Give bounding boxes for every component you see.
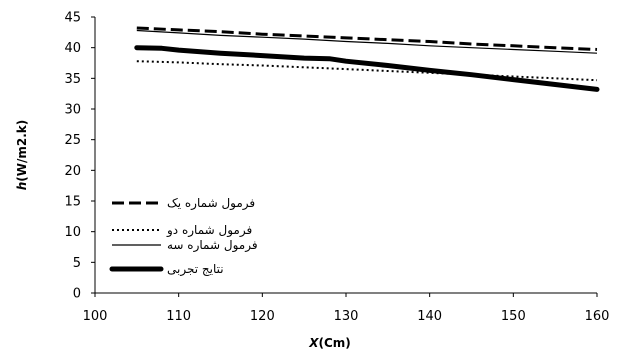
x-tick-label-0: 100 <box>83 309 108 324</box>
y-tick-label-5: 25 <box>64 133 81 148</box>
plot-area <box>134 26 600 92</box>
legend-label-1: فرمول شماره یک <box>167 196 255 211</box>
legend-label-3: فرمول شماره سه <box>167 238 258 253</box>
x-tick-label-5: 150 <box>501 309 526 324</box>
y-tick-label-3: 15 <box>64 195 81 210</box>
series-line-2 <box>136 60 598 82</box>
y-axis-title-variable: h <box>15 182 29 191</box>
y-tick-label-8: 40 <box>64 41 81 56</box>
y-axis-title: h(W/m2.k) <box>15 120 29 191</box>
legend-label-4: نتایج تجربی <box>167 262 224 277</box>
y-tick-label-0: 0 <box>73 287 81 302</box>
x-axis-title: X(Cm) <box>308 336 351 350</box>
x-tick-label-2: 120 <box>250 309 275 324</box>
y-tick-label-1: 5 <box>73 256 81 271</box>
x-axis-title-unit: (Cm) <box>318 336 350 350</box>
legend-label-2: فرمول شماره دو <box>166 223 252 238</box>
x-tick-label-6: 160 <box>585 309 610 324</box>
y-tick-label-2: 10 <box>64 225 81 240</box>
y-tick-label-9: 45 <box>64 11 81 26</box>
series-line-4 <box>134 45 600 92</box>
x-axis-title-variable: X <box>308 336 319 350</box>
x-tick-label-1: 110 <box>166 309 191 324</box>
tick-labels: 0 5 10 15 20 25 30 35 40 45 100 110 120 130 140 150 160 <box>64 11 609 325</box>
y-tick-label-6: 30 <box>64 103 81 118</box>
series-line-3 <box>136 29 598 54</box>
x-tick-label-4: 140 <box>417 309 442 324</box>
series-line-1 <box>136 26 598 51</box>
y-tick-label-4: 20 <box>64 164 81 179</box>
y-axis-title-unit: (W/m2.k) <box>15 120 29 182</box>
x-tick-label-3: 130 <box>334 309 359 324</box>
y-tick-label-7: 35 <box>64 72 81 87</box>
